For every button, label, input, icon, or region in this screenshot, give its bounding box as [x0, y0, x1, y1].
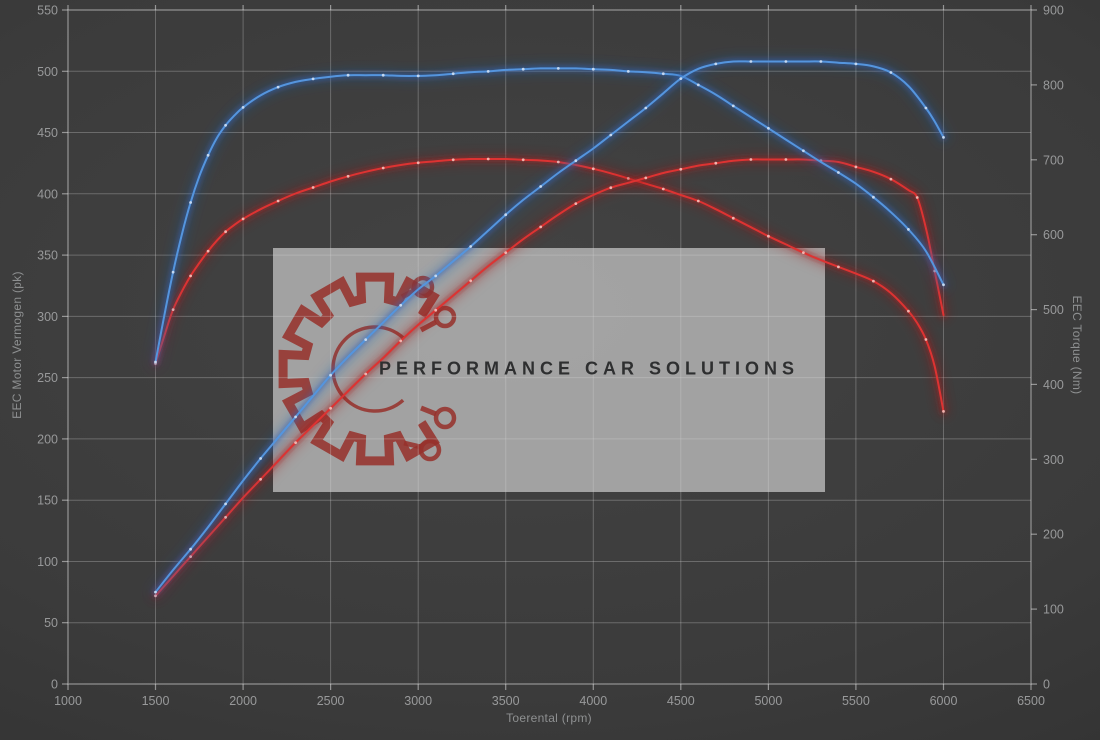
- svg-text:400: 400: [1043, 378, 1064, 392]
- svg-text:100: 100: [37, 555, 58, 569]
- curve-torque-blue: [149, 62, 950, 368]
- x-tick-labels: 1000 1500 2000 2500 3000 3500 4000 4500 5000 5500…: [54, 694, 1045, 708]
- svg-text:50: 50: [44, 616, 58, 630]
- left-tick-labels: 0 50 100 150 200 250 300 350 400 450 500 550: [37, 4, 58, 692]
- svg-text:900: 900: [1043, 4, 1064, 18]
- svg-text:200: 200: [1043, 528, 1064, 542]
- svg-text:6500: 6500: [1017, 694, 1045, 708]
- svg-text:700: 700: [1043, 153, 1064, 167]
- svg-text:1000: 1000: [54, 694, 82, 708]
- svg-text:250: 250: [37, 371, 58, 385]
- curve-power-red: [149, 153, 950, 602]
- svg-text:1500: 1500: [142, 694, 170, 708]
- svg-text:0: 0: [51, 678, 58, 692]
- svg-text:6000: 6000: [930, 694, 958, 708]
- svg-text:400: 400: [37, 187, 58, 201]
- curve-power-blue: [149, 55, 950, 599]
- svg-text:300: 300: [37, 310, 58, 324]
- circuit-node-icon: [418, 438, 442, 462]
- svg-text:500: 500: [37, 65, 58, 79]
- svg-text:2000: 2000: [229, 694, 257, 708]
- svg-text:5000: 5000: [754, 694, 782, 708]
- svg-text:5500: 5500: [842, 694, 870, 708]
- svg-text:2500: 2500: [317, 694, 345, 708]
- svg-text:100: 100: [1043, 603, 1064, 617]
- svg-text:300: 300: [1043, 453, 1064, 467]
- svg-text:600: 600: [1043, 228, 1064, 242]
- svg-text:200: 200: [37, 432, 58, 446]
- svg-text:4000: 4000: [579, 694, 607, 708]
- curve-torque-red: [149, 152, 950, 418]
- svg-text:450: 450: [37, 126, 58, 140]
- circuit-node-icon: [433, 406, 457, 430]
- plot-border: [62, 5, 1037, 690]
- svg-text:350: 350: [37, 249, 58, 263]
- svg-text:550: 550: [37, 4, 58, 18]
- svg-text:150: 150: [37, 494, 58, 508]
- right-tick-labels: 0 100 200 300 400 500 600 700 800 900: [1043, 4, 1064, 692]
- watermark-box: [273, 248, 825, 492]
- svg-text:0: 0: [1043, 678, 1050, 692]
- svg-text:800: 800: [1043, 78, 1064, 92]
- svg-text:3500: 3500: [492, 694, 520, 708]
- svg-text:3000: 3000: [404, 694, 432, 708]
- svg-text:500: 500: [1043, 303, 1064, 317]
- svg-text:4500: 4500: [667, 694, 695, 708]
